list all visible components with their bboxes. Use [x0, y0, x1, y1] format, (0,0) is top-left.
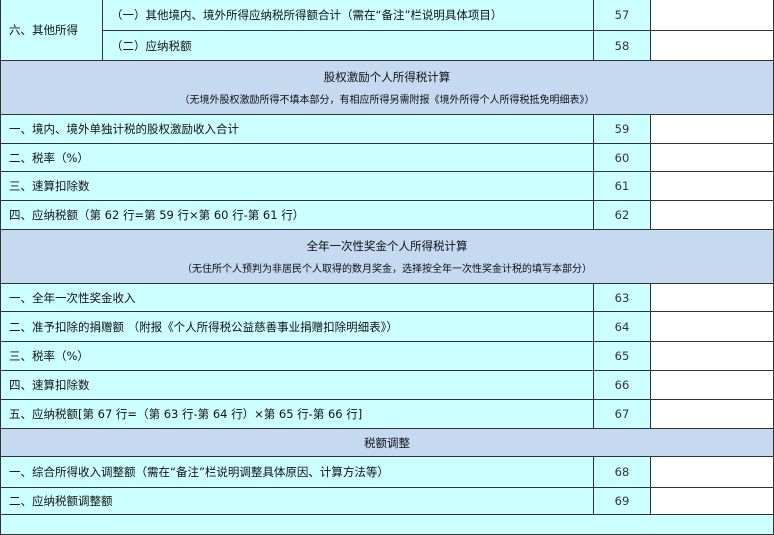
row-label: 五、应纳税额[第 67 行=（第 63 行-第 64 行）×第 65 行-第 6…: [0, 399, 594, 429]
table-row: （二）应纳税额 58: [1, 30, 774, 61]
value-input[interactable]: [650, 399, 774, 429]
table-row: 五、应纳税额[第 67 行=（第 63 行-第 64 行）×第 65 行-第 6…: [0, 399, 774, 429]
value-input[interactable]: [650, 171, 774, 201]
next-row: [0, 514, 774, 535]
line-number: 68: [593, 456, 651, 488]
line-number: 59: [593, 114, 651, 144]
section-header: 全年一次性奖金个人所得税计算 （无住所个人预判为非居民个人取得的数月奖金，选择按全…: [0, 229, 774, 284]
line-number: 58: [593, 30, 651, 61]
table-row: 六、其他所得 （一）其他境内、境外所得应纳税所得额合计（需在“备注”栏说明具体项目…: [0, 0, 774, 61]
section-title: 税额调整: [364, 435, 410, 450]
value-input[interactable]: [650, 487, 774, 515]
row-label: 二、税率（%）: [0, 143, 594, 172]
table-row: 一、综合所得收入调整额（需在“备注”栏说明调整具体原因、计算方法等） 68: [0, 456, 774, 488]
table-row: 三、税率（%） 65: [0, 341, 774, 371]
line-number: 65: [593, 341, 651, 371]
value-input[interactable]: [650, 0, 774, 31]
section-note: （无境外股权激励所得不填本部分，有相应所得另需附报《境外所得个人所得税抵免明细表…: [179, 95, 595, 106]
table-row: 四、速算扣除数 66: [0, 370, 774, 400]
row-label: 一、境内、境外单独计税的股权激励收入合计: [0, 114, 594, 144]
row-label: 二、准予扣除的捐赠额 （附报《个人所得税公益慈善事业捐赠扣除明细表》）: [0, 311, 594, 342]
line-number: 69: [593, 487, 651, 515]
value-input[interactable]: [650, 283, 774, 312]
line-number: 64: [593, 311, 651, 342]
section-header-cell: 税额调整: [0, 428, 774, 457]
row-label: 二、应纳税额调整额: [0, 487, 594, 515]
row-label: 四、速算扣除数: [0, 370, 594, 400]
row-label: 三、速算扣除数: [0, 171, 594, 201]
value-input[interactable]: [650, 143, 774, 172]
section-note: （无住所个人预判为非居民个人取得的数月奖金，选择按全年一次性奖金计税的填写本部分…: [182, 264, 592, 275]
value-input[interactable]: [650, 200, 774, 230]
value-input[interactable]: [650, 114, 774, 144]
line-number: 60: [593, 143, 651, 172]
table-row: 一、境内、境外单独计税的股权激励收入合计 59: [0, 114, 774, 144]
line-number: 67: [593, 399, 651, 429]
section-header: 税额调整: [0, 428, 774, 457]
section-header-cell: 全年一次性奖金个人所得税计算 （无住所个人预判为非居民个人取得的数月奖金，选择按全…: [0, 229, 774, 284]
row-label: 四、应纳税额（第 62 行=第 59 行×第 60 行-第 61 行）: [0, 200, 594, 230]
section-header-cell: 股权激励个人所得税计算 （无境外股权激励所得不填本部分，有相应所得另需附报《境外所…: [0, 60, 774, 115]
table-row: 一、全年一次性奖金收入 63: [0, 283, 774, 312]
line-number: 62: [593, 200, 651, 230]
table-row: 二、应纳税额调整额 69: [0, 487, 774, 515]
line-number: 63: [593, 283, 651, 312]
row-label: 一、综合所得收入调整额（需在“备注”栏说明调整具体原因、计算方法等）: [0, 456, 594, 488]
value-input[interactable]: [650, 30, 774, 61]
line-number: 57: [593, 0, 651, 31]
table-row: 三、速算扣除数 61: [0, 171, 774, 201]
value-input[interactable]: [650, 456, 774, 488]
table-row: 二、税率（%） 60: [0, 143, 774, 172]
group-label: 六、其他所得: [0, 0, 103, 61]
row-label: 一、全年一次性奖金收入: [0, 283, 594, 312]
line-number: 61: [593, 171, 651, 201]
row-label: （二）应纳税额: [102, 30, 594, 61]
section-header: 股权激励个人所得税计算 （无境外股权激励所得不填本部分，有相应所得另需附报《境外所…: [0, 60, 774, 115]
value-input[interactable]: [650, 311, 774, 342]
table-row: 二、准予扣除的捐赠额 （附报《个人所得税公益慈善事业捐赠扣除明细表》） 64: [0, 311, 774, 342]
section-title: 股权激励个人所得税计算: [323, 70, 451, 84]
value-input[interactable]: [650, 341, 774, 371]
row-label: （一）其他境内、境外所得应纳税所得额合计（需在“备注”栏说明具体项目）: [102, 0, 594, 31]
table-row: 四、应纳税额（第 62 行=第 59 行×第 60 行-第 61 行） 62: [0, 200, 774, 230]
line-number: 66: [593, 370, 651, 400]
section-title: 全年一次性奖金个人所得税计算: [306, 239, 468, 253]
value-input[interactable]: [650, 370, 774, 400]
row-label: 三、税率（%）: [0, 341, 594, 371]
